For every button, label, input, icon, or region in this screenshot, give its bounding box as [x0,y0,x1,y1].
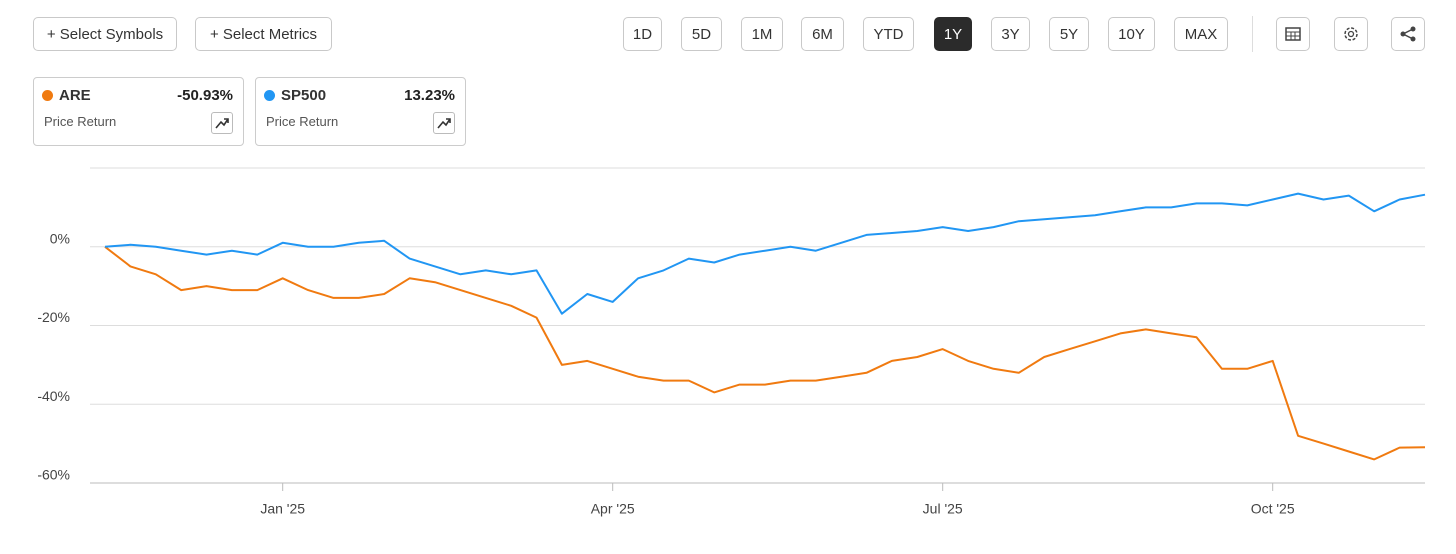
legend-card: SP500 13.23% Price Return [255,77,466,146]
x-tick-label: Oct '25 [1251,501,1295,517]
legend-change: -50.93% [177,87,233,104]
share-icon [1400,26,1416,42]
legend-card: ARE -50.93% Price Return [33,77,244,146]
legend-name: SP500 [281,87,327,104]
y-tick-label: -20% [37,309,70,325]
table-button[interactable] [1276,17,1310,51]
share-button[interactable] [1391,17,1425,51]
legend-name: ARE [59,87,91,104]
gear-icon [1344,27,1358,41]
x-tick-label: Jan '25 [260,501,305,517]
range-button[interactable]: 1D [623,17,662,51]
range-button[interactable]: 10Y [1108,17,1155,51]
y-tick-label: -60% [37,467,70,483]
range-button[interactable]: 5D [681,17,722,51]
range-button[interactable]: 1M [741,17,783,51]
range-button[interactable]: 1Y [934,17,972,51]
range-button[interactable]: MAX [1174,17,1228,51]
legend-dot [42,90,53,101]
select-button[interactable]: + Select Symbols [33,17,177,51]
y-tick-label: 0% [50,230,70,246]
legend-metric: Price Return [44,114,117,129]
series-line [104,246,1426,461]
range-button[interactable]: 6M [801,17,844,51]
series-line [104,192,1426,315]
x-tick-label: Jul '25 [923,501,963,517]
select-button[interactable]: + Select Metrics [195,17,332,51]
trend-icon [437,118,451,129]
legend-dot [264,90,275,101]
trend-button[interactable] [211,112,233,134]
y-tick-label: -40% [37,388,70,404]
trend-button[interactable] [433,112,455,134]
range-button[interactable]: 5Y [1049,17,1089,51]
divider [1252,16,1253,52]
table-icon [1285,27,1301,41]
legend-metric: Price Return [266,114,339,129]
trend-icon [215,118,229,129]
settings-button[interactable] [1334,17,1368,51]
range-button[interactable]: 3Y [991,17,1030,51]
range-button[interactable]: YTD [863,17,914,51]
x-tick-label: Apr '25 [591,501,635,517]
legend-change: 13.23% [404,87,455,104]
